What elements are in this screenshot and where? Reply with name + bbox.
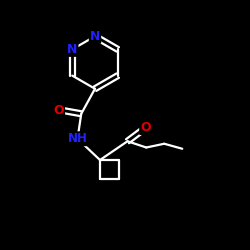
Text: NH: NH [68, 132, 87, 145]
Text: N: N [67, 43, 78, 56]
Text: O: O [54, 104, 64, 117]
Text: O: O [140, 121, 151, 134]
Text: N: N [90, 30, 100, 43]
